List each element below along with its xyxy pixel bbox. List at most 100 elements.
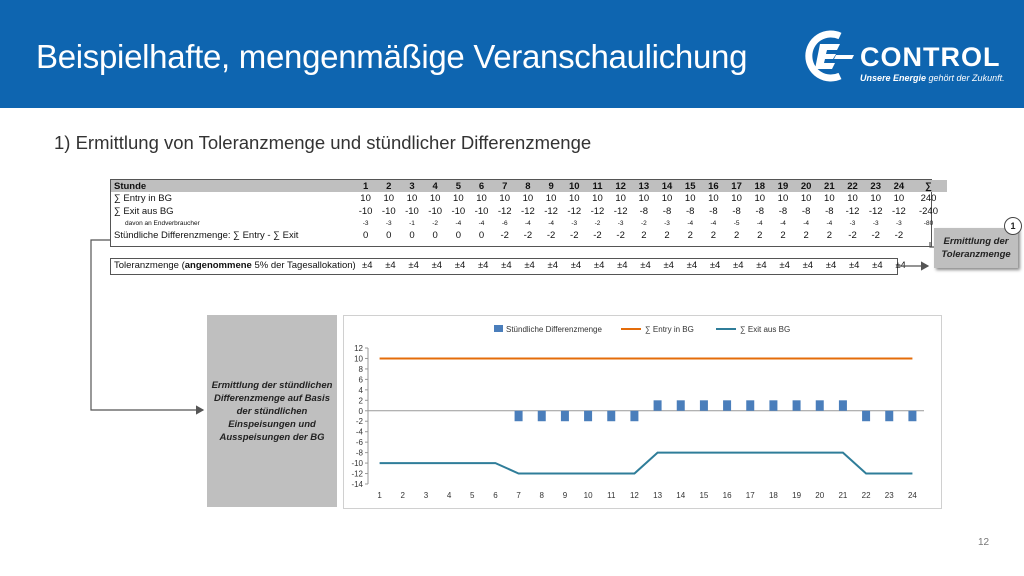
y-tick-label: 10 [354, 354, 363, 363]
table-cell: -8 [801, 206, 811, 217]
table-cell: -2 [871, 230, 880, 241]
header-hour: 21 [817, 180, 841, 192]
table-cell: 10 [893, 193, 905, 204]
table-cell: -10 [451, 206, 466, 217]
table-cell: 0 [409, 230, 415, 241]
table-cell: -4 [756, 220, 763, 227]
bar-mark [815, 400, 824, 411]
table-cell: -12 [613, 206, 628, 217]
header-hour: 23 [864, 180, 888, 192]
table-cell: -2 [616, 230, 625, 241]
table-cell: -4 [780, 220, 786, 227]
header-hour: 12 [609, 180, 633, 192]
x-tick-label: 4 [447, 491, 452, 500]
header-hour: 1 [354, 180, 378, 192]
x-tick-label: 16 [723, 491, 732, 500]
tolerance-cell: ±4 [362, 260, 373, 271]
header-hour: 14 [655, 180, 679, 192]
table-cell: -5 [733, 220, 740, 227]
table-cell: 10 [638, 193, 650, 204]
table-cell: -8 [778, 206, 788, 217]
tolerance-table: Toleranzmenge (angenommene 5% der Tagesa… [111, 259, 912, 272]
table-cell: 10 [847, 193, 858, 204]
table-cell: -2 [594, 220, 601, 227]
y-tick-label: 8 [359, 365, 364, 374]
table-cell: -3 [896, 220, 902, 227]
table-cell: -4 [803, 220, 810, 227]
x-tick-label: 7 [516, 491, 521, 500]
tolerance-cell: ±4 [501, 260, 512, 271]
bar-mark [607, 410, 616, 422]
header-hour: 22 [840, 180, 865, 192]
y-tick-label: -4 [356, 428, 364, 437]
x-tick-label: 14 [676, 491, 685, 500]
x-tick-label: 20 [815, 491, 824, 500]
table-cell: -4 [478, 220, 485, 227]
x-tick-label: 1 [377, 491, 382, 500]
tolerance-cell: ±4 [709, 260, 721, 271]
table-cell: -12 [567, 206, 582, 217]
header-hour: 18 [748, 180, 772, 192]
header-hour: 4 [423, 180, 447, 192]
table-cell: 10 [824, 193, 835, 204]
table-cell: -2 [570, 230, 579, 241]
header-hour: 6 [469, 180, 494, 192]
header-hour: 7 [493, 180, 517, 192]
y-tick-label: -2 [356, 417, 364, 426]
table-cell: -1 [409, 220, 415, 227]
table-cell: -8 [732, 206, 741, 217]
table-cell: -12 [892, 206, 906, 217]
page-number: 12 [978, 537, 990, 548]
x-tick-label: 2 [401, 491, 406, 500]
table-cell: -3 [571, 220, 578, 227]
row-total: -80 [923, 220, 934, 227]
table-cell: 2 [780, 230, 786, 241]
table-cell: 10 [661, 193, 673, 204]
bar-mark [838, 400, 847, 411]
bar-mark [653, 400, 662, 411]
table-cell: 10 [592, 193, 603, 204]
table-cell: -10 [428, 206, 443, 217]
y-tick-label: -8 [356, 449, 364, 458]
header-bar: Beispielhafte, mengenmäßige Veranschauli… [0, 0, 1024, 108]
table-cell: -2 [640, 220, 647, 227]
e-control-logo-icon [805, 30, 854, 82]
table-cell: 10 [360, 193, 371, 204]
y-tick-label: 6 [359, 375, 364, 384]
header-hour: 3 [400, 180, 424, 192]
table-cell: -4 [525, 220, 531, 227]
table-cell: -10 [381, 206, 396, 217]
table-cell: -3 [362, 220, 369, 227]
row-total: 240 [920, 193, 937, 204]
table-cell: -12 [497, 206, 512, 217]
table-cell: 0 [478, 230, 485, 241]
y-tick-label: 0 [359, 407, 364, 416]
table-row: ∑ Entry in BG 10 10 10 10 10 10 10 10 10 10 10 10 10 1… [111, 192, 947, 205]
tolerance-cell: ±4 [733, 260, 744, 271]
table-cell: 0 [362, 230, 369, 241]
tolerance-cell: ±4 [431, 260, 443, 271]
table-cell: -4 [710, 220, 717, 227]
row-total: -240 [918, 206, 938, 217]
table-cell: 10 [731, 193, 742, 204]
table-cell: -8 [755, 206, 764, 217]
tolerance-cell: ±4 [524, 260, 535, 271]
table-cell: -8 [662, 206, 672, 217]
tolerance-cell: ±4 [848, 260, 860, 271]
table-row: ∑ Exit aus BG -10 -10 -10 -10 -10 -10 -12 -12 -12… [111, 205, 947, 218]
header-hour: 8 [516, 180, 540, 192]
x-tick-label: 22 [862, 491, 871, 500]
legend-label: ∑ Entry in BG [645, 325, 694, 334]
table-cell: -10 [474, 206, 489, 217]
table-cell: 10 [453, 193, 464, 204]
bar-mark [908, 410, 917, 422]
tolerance-cell: ±4 [593, 260, 605, 271]
legend-label: ∑ Exit aus BG [740, 325, 790, 334]
x-tick-label: 18 [769, 491, 778, 500]
x-tick-label: 15 [699, 491, 708, 500]
table-cell: 2 [803, 230, 809, 241]
table-cell: 2 [826, 230, 832, 241]
y-tick-label: -6 [356, 438, 364, 447]
table-cell: -12 [868, 206, 883, 217]
